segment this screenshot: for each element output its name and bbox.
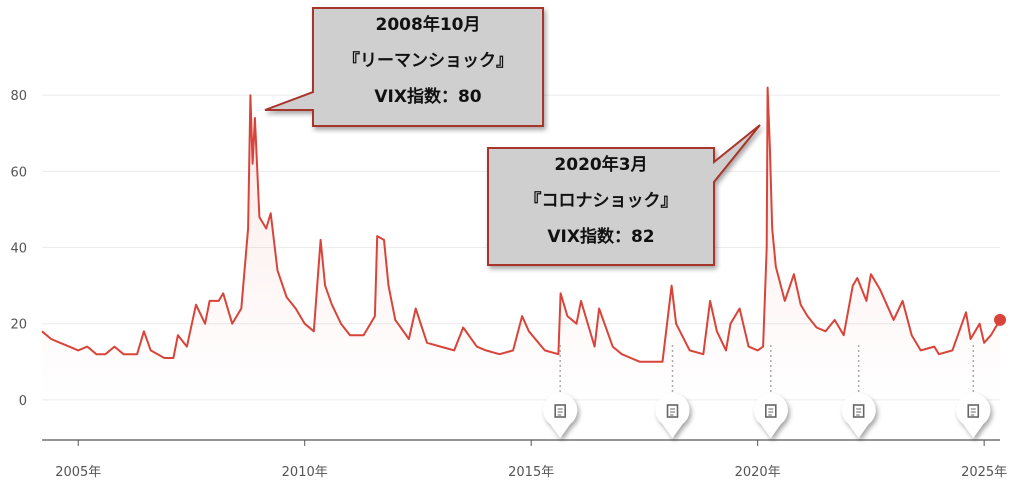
y-tick-label: 60: [10, 165, 27, 180]
event-pin: [655, 393, 690, 438]
event-pin: [956, 393, 991, 438]
y-tick-label: 0: [19, 394, 27, 409]
doc-lines: [856, 408, 862, 416]
pin-shape: [655, 393, 690, 438]
area: [42, 87, 1000, 400]
annotation-text: VIX指数：80: [374, 86, 481, 107]
doc-icon: [765, 404, 777, 418]
event-pin: [543, 393, 578, 438]
doc-icon: [666, 404, 679, 418]
doc-lines: [768, 408, 774, 416]
x-tick-label: 2015年: [508, 465, 554, 480]
doc-lines: [970, 408, 976, 416]
pin-shape: [841, 393, 876, 438]
y-tick-label: 20: [10, 318, 27, 333]
pin-shape: [956, 393, 991, 438]
doc-icon: [967, 404, 980, 418]
annotation-text: 2020年3月: [554, 154, 647, 175]
annotation-text: 『コロナショック』: [525, 190, 678, 211]
callout: [487, 124, 761, 266]
x-tick-label: 2005年: [55, 465, 101, 480]
event-pin: [841, 393, 876, 438]
event-pin: [753, 393, 788, 438]
annotation-text: 『リーマンショック』: [343, 50, 513, 71]
doc-lines: [557, 408, 563, 416]
end-point: [994, 313, 1006, 326]
callout: [264, 7, 544, 127]
pin-shape: [753, 393, 788, 438]
x-tick-label: 2010年: [282, 465, 328, 480]
pin-shape: [543, 393, 578, 438]
line: [41, 86, 1001, 363]
y-tick-label: 80: [10, 89, 27, 104]
annotation-text: 2008年10月: [376, 14, 481, 35]
doc-icon: [852, 404, 865, 418]
doc-lines: [670, 408, 676, 416]
doc-icon: [554, 404, 566, 418]
y-tick-label: 40: [10, 242, 27, 257]
x-tick-label: 2020年: [735, 465, 781, 480]
x-tick-label: 2025年: [961, 465, 1007, 480]
annotation-text: VIX指数：82: [547, 226, 654, 247]
